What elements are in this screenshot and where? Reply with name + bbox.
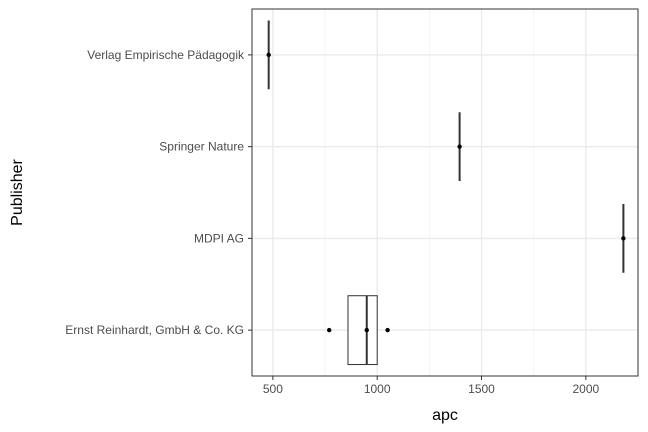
data-point	[621, 236, 626, 241]
box-iqr	[347, 295, 378, 366]
y-tick-label: Verlag Empirische Pädagogik	[87, 48, 245, 62]
y-axis-title: Publisher	[9, 158, 26, 225]
y-tick-label: Ernst Reinhardt, GmbH & Co. KG	[65, 323, 244, 337]
x-tick-label: 2000	[572, 382, 599, 396]
x-tick-label: 500	[263, 382, 283, 396]
y-tick-label: MDPI AG	[194, 231, 244, 245]
plot-background	[252, 9, 638, 376]
y-tick-label: Springer Nature	[159, 140, 244, 154]
data-points	[266, 52, 626, 333]
grid-lines	[252, 9, 638, 376]
boxes	[267, 20, 625, 366]
x-tick-label: 1500	[468, 382, 495, 396]
axes: 500 1000 1500 2000 Ernst Reinhardt, GmbH & C…	[65, 48, 599, 396]
data-point	[327, 327, 332, 333]
plot-panel-border	[251, 8, 639, 377]
x-axis-title: apc	[432, 407, 458, 424]
data-point	[385, 327, 390, 333]
x-tick-label: 1000	[364, 382, 391, 396]
data-point	[457, 144, 462, 149]
data-point	[364, 327, 369, 333]
data-point	[266, 52, 271, 58]
